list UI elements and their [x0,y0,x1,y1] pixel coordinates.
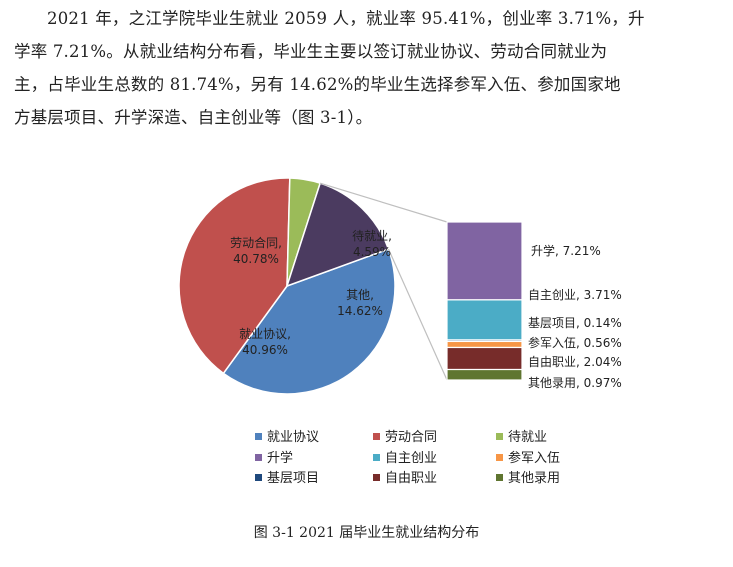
legend-item: 其他录用 [508,471,560,486]
legend-item: 参军入伍 [508,450,560,466]
legend-swatch [255,433,262,440]
figure-caption: 图 3-1 2021 届毕业生就业结构分布 [253,525,480,541]
bar-segment-label: 升学, 7.21% [531,243,601,258]
legend-swatch [496,454,503,461]
bar-segment-label: 参军入伍, 0.56% [528,335,622,350]
pie-slice-value-label: 40.96% [242,343,288,357]
paragraph-line: 学率 7.21%。从就业结构分布看，毕业生主要以签订就业协议、劳动合同就业为 [14,42,608,61]
legend-item: 劳动合同 [385,429,437,445]
pie-slice-label: 待就业, [352,229,392,243]
bar-segment-label: 基层项目, 0.14% [528,316,622,330]
pie-slice-value-label: 14.62% [337,304,383,318]
legend-swatch [373,454,380,461]
bar-segment-label: 自由职业, 2.04% [528,355,622,369]
legend-swatch [255,474,262,481]
legend-item: 待就业 [508,430,547,445]
bar-segment-e887aae794b1e8818ce4b89a [446,346,523,371]
bar-segment-e585b6e4bb96e5bd95e794a8 [446,368,523,381]
legend-swatch [496,474,503,481]
bar-segment-e887aae4b8bbe5889be4b89a [446,299,523,341]
legend-item: 就业协议 [267,430,319,445]
legend-item: 自由职业 [385,471,437,486]
legend-item: 基层项目 [267,471,319,486]
bar-segment-label: 其他录用, 0.97% [528,376,622,390]
pie-slice-value-label: 4.59% [353,245,391,259]
legend-swatch [373,433,380,440]
connector-line [387,248,448,381]
paragraph-line: 方基层项目、升学深造、自主创业等（图 3-1）。 [14,108,373,127]
legend-swatch [496,433,503,440]
legend-item: 升学 [267,450,293,466]
paragraph-line: 主，占毕业生总数的 81.74%，另有 14.62%的毕业生选择参军入伍、参加国… [14,75,621,94]
pie-slice-e58ab3e58aa8e59088e5908c [178,177,291,375]
legend-item: 自主创业 [385,451,437,466]
legend-swatch [255,454,262,461]
bar-segment-e58d87e5ada6 [446,221,523,301]
bar-segment-label: 自主创业, 3.71% [528,288,622,302]
bar-segment-e58f82e5869be585a5e4bc8d [446,340,523,349]
pie-slice-e5b0b1e4b89ae58d8fe8aeae [222,248,396,395]
pie-slice-label: 就业协议, [239,326,291,341]
pie-slice-label: 劳动合同, [230,235,282,250]
pie-slice-label: 其他, [346,288,374,302]
paragraph-line: 2021 年，之江学院毕业生就业 2059 人，就业率 95.41%，创业率 3… [47,9,645,28]
pie-slice-value-label: 40.78% [233,252,279,266]
connector-line [319,182,448,223]
legend-swatch [373,474,380,481]
intro-paragraph: 2021 年，之江学院毕业生就业 2059 人，就业率 95.41%，创业率 3… [14,2,720,134]
